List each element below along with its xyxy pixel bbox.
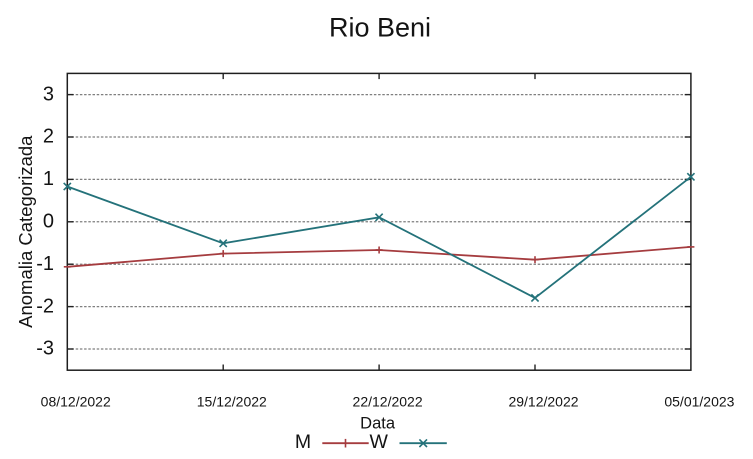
svg-text:15/12/2022: 15/12/2022 [197, 393, 267, 409]
svg-text:W: W [369, 431, 388, 453]
svg-text:08/12/2022: 08/12/2022 [41, 393, 111, 409]
svg-text:29/12/2022: 29/12/2022 [508, 393, 578, 409]
svg-text:0: 0 [43, 211, 54, 233]
svg-text:05/01/2023: 05/01/2023 [664, 393, 734, 409]
svg-text:2: 2 [43, 126, 54, 148]
svg-text:-1: -1 [36, 253, 54, 275]
svg-text:Data: Data [360, 414, 396, 432]
svg-text:-2: -2 [36, 295, 54, 317]
svg-text:3: 3 [43, 83, 54, 105]
svg-text:Anomalia Categorizada: Anomalia Categorizada [15, 135, 36, 328]
svg-text:Rio Beni: Rio Beni [329, 12, 431, 42]
svg-text:1: 1 [43, 168, 54, 190]
svg-text:M: M [295, 431, 311, 453]
svg-text:-3: -3 [36, 338, 54, 360]
svg-text:22/12/2022: 22/12/2022 [353, 393, 423, 409]
